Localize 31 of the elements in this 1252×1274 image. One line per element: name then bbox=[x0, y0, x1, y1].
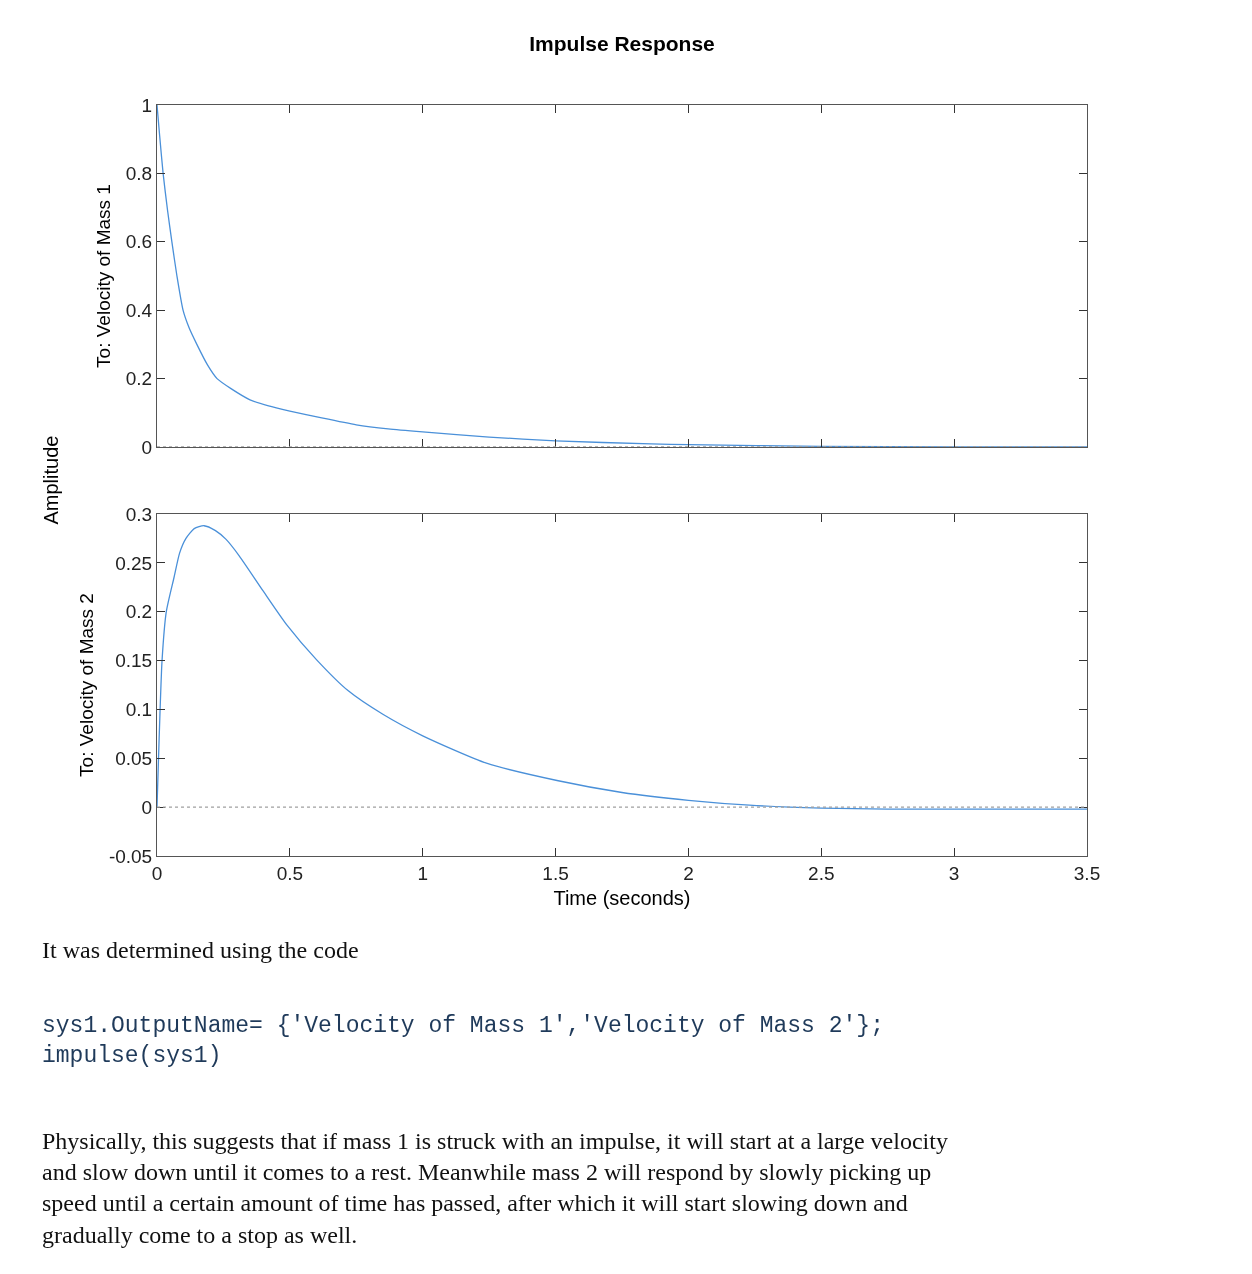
y-tick-label: 0.2 bbox=[125, 601, 153, 623]
text: sys1.OutputName= {'Velocity of Mass 1','Velocity of Mass 2'}; impulse(sys1) bbox=[42, 1013, 884, 1069]
x-tick-label: 2.5 bbox=[808, 862, 835, 884]
x-axis-title: Time (seconds) bbox=[553, 887, 691, 910]
x-tick-label: 1.5 bbox=[542, 862, 569, 884]
x-tick-label: 3 bbox=[948, 862, 960, 884]
y-tick-label: 0.05 bbox=[115, 747, 153, 769]
text: Physically, this suggests that if mass 1 is struck with an impulse, it will start at a large velocity and slow down until it comes to a rest. Meanwhile mass 2 will respond by slowly picking up speed until a certain amount of time has passed, after which it will start slowing down and gradually come to a stop as well. bbox=[42, 1128, 948, 1248]
y-tick-label: 0.1 bbox=[125, 699, 153, 721]
y-tick-label: 0.3 bbox=[125, 503, 153, 525]
text: It was determined using the code bbox=[42, 937, 359, 963]
x-tick-label: 3.5 bbox=[1073, 862, 1101, 884]
x-tick-label: 2 bbox=[683, 862, 694, 884]
x-tick-label: 0.5 bbox=[276, 862, 304, 884]
line-series bbox=[157, 105, 1087, 447]
y-tick-label: 0.15 bbox=[115, 650, 153, 672]
x-tick-label: 1 bbox=[417, 862, 428, 884]
y-axis-title: To: Velocity of Mass 2 bbox=[75, 593, 97, 777]
y-tick-label: 0 bbox=[141, 436, 153, 458]
chart-title: Impulse Response bbox=[529, 32, 715, 56]
y-tick-label: 0.6 bbox=[125, 231, 153, 253]
y-tick-label: 0.2 bbox=[125, 368, 153, 390]
line-series bbox=[157, 525, 1087, 810]
y-tick-label: 0 bbox=[141, 796, 153, 818]
y-tick-label: 0.4 bbox=[125, 299, 153, 321]
text: Amplitude bbox=[39, 435, 62, 525]
y-axis-title: To: Velocity of Mass 1 bbox=[92, 184, 114, 368]
y-tick-label: 0.8 bbox=[125, 163, 153, 185]
y-tick-label: -0.05 bbox=[108, 845, 153, 867]
y-tick-label: 0.25 bbox=[115, 552, 153, 574]
y-tick-label: 1 bbox=[141, 94, 153, 116]
